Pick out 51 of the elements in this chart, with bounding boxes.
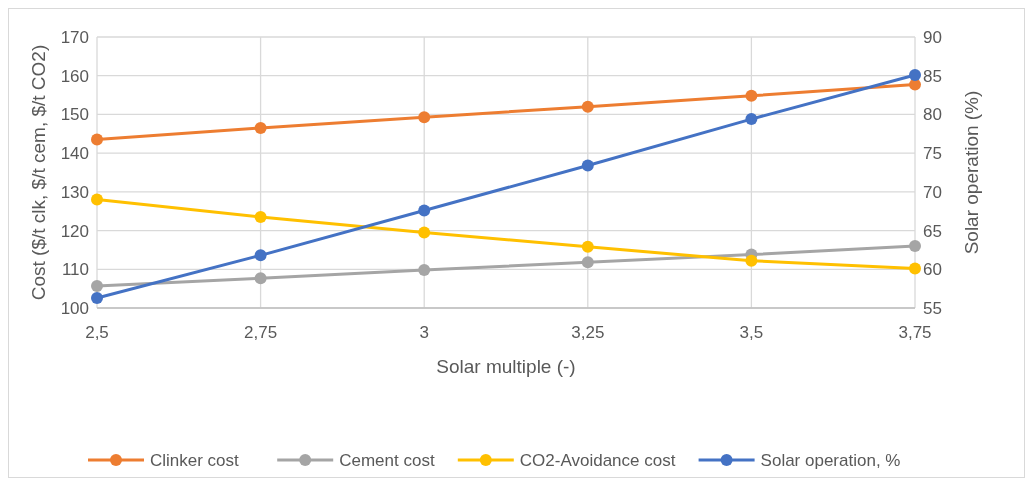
y-tick-label: 140 xyxy=(60,144,89,164)
point xyxy=(745,113,758,126)
point xyxy=(254,211,267,224)
legend-label: CO2-Avoidance cost xyxy=(519,451,676,470)
point xyxy=(91,279,103,292)
point xyxy=(581,100,594,113)
y2-tick-label: 65 xyxy=(923,221,942,241)
y-axis-title: Cost ($/t clk, $/t cem, $/t CO2) xyxy=(28,44,49,301)
point xyxy=(418,226,431,239)
y-tick-label: 100 xyxy=(60,299,89,318)
y2-tick-label: 80 xyxy=(923,105,942,125)
point xyxy=(581,256,594,269)
point xyxy=(91,133,103,146)
y-tick-label: 150 xyxy=(60,105,89,125)
x-tick-label: 3,5 xyxy=(739,323,764,342)
point xyxy=(254,121,267,134)
point xyxy=(418,204,431,217)
y-tick-label: 120 xyxy=(60,221,89,241)
y2-tick-label: 70 xyxy=(923,182,942,202)
y2-tick-label: 90 xyxy=(923,28,942,47)
x-tick-label: 2,75 xyxy=(244,323,278,342)
x-tick-label: 3 xyxy=(419,323,429,342)
y2-tick-label: 75 xyxy=(923,144,942,164)
y2-tick-label: 85 xyxy=(923,66,942,86)
x-tick-label: 3,75 xyxy=(898,323,932,342)
point xyxy=(745,254,758,267)
point xyxy=(581,159,594,172)
point xyxy=(909,240,921,253)
y2-tick-label: 55 xyxy=(923,299,942,318)
y2-axis-title: Solar operation (%) xyxy=(961,90,982,255)
legend-label: Clinker cost xyxy=(150,451,240,470)
x-axis-title: Solar multiple (-) xyxy=(436,356,576,377)
point xyxy=(254,249,267,262)
point xyxy=(91,193,103,206)
x-tick-label: 2,5 xyxy=(85,323,109,342)
legend-label: Solar operation, % xyxy=(760,451,901,470)
point xyxy=(581,240,594,253)
point xyxy=(254,272,267,285)
point xyxy=(418,111,431,124)
y-tick-label: 130 xyxy=(60,182,89,202)
y-tick-label: 170 xyxy=(60,28,89,47)
y-tick-label: 160 xyxy=(60,66,89,86)
point xyxy=(909,68,921,81)
point xyxy=(418,264,431,277)
x-tick-label: 3,25 xyxy=(571,323,605,342)
point xyxy=(91,291,103,304)
point xyxy=(745,89,758,102)
point xyxy=(909,262,921,275)
legend-label: Cement cost xyxy=(339,451,435,470)
y-tick-label: 110 xyxy=(61,260,89,280)
y2-tick-label: 60 xyxy=(923,260,942,280)
